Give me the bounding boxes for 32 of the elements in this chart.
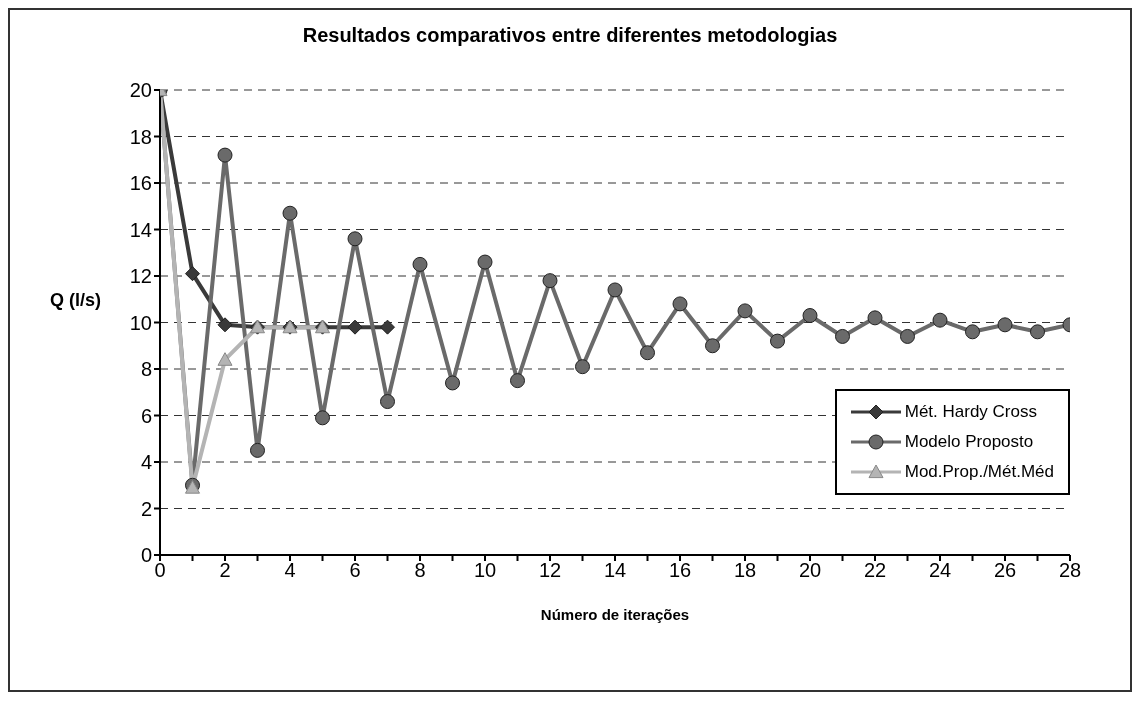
x-tick-label: 14 [603,559,627,582]
x-tick-label: 22 [863,559,887,582]
y-axis-title: Q (l/s) [50,290,102,311]
x-axis-title: Número de iterações [540,606,690,623]
y-tick-label: 18 [129,125,152,148]
y-tick-label: 4 [140,451,152,474]
y-tick-label: 0 [140,544,152,567]
legend-label: Modelo Proposto [904,431,1034,453]
x-tick-label: 16 [668,559,692,582]
x-tick-label: 10 [473,559,497,582]
legend-label: Mét. Hardy Cross [904,401,1037,423]
chart-title: Resultados comparativos entre diferentes metodologias [301,23,839,48]
legend-label: Mod.Prop./Mét.Méd [904,461,1054,483]
x-tick-label: 24 [928,559,952,582]
x-tick-label: 18 [733,559,757,582]
y-tick-label: 14 [129,218,152,241]
y-tick-label: 12 [129,265,152,288]
x-tick-label: 0 [154,559,166,582]
y-tick-label: 10 [129,311,152,334]
x-tick-label: 2 [219,559,231,582]
x-tick-label: 20 [798,559,822,582]
y-tick-label: 20 [129,79,152,102]
x-tick-label: 4 [284,559,296,582]
y-tick-label: 6 [140,404,152,427]
x-tick-label: 8 [414,559,426,582]
x-tick-label: 28 [1058,559,1082,582]
y-tick-label: 2 [140,497,152,520]
y-tick-label: 16 [129,172,152,195]
x-tick-label: 12 [538,559,562,582]
x-tick-label: 6 [349,559,361,582]
y-tick-label: 8 [140,358,152,381]
x-tick-label: 26 [993,559,1017,582]
